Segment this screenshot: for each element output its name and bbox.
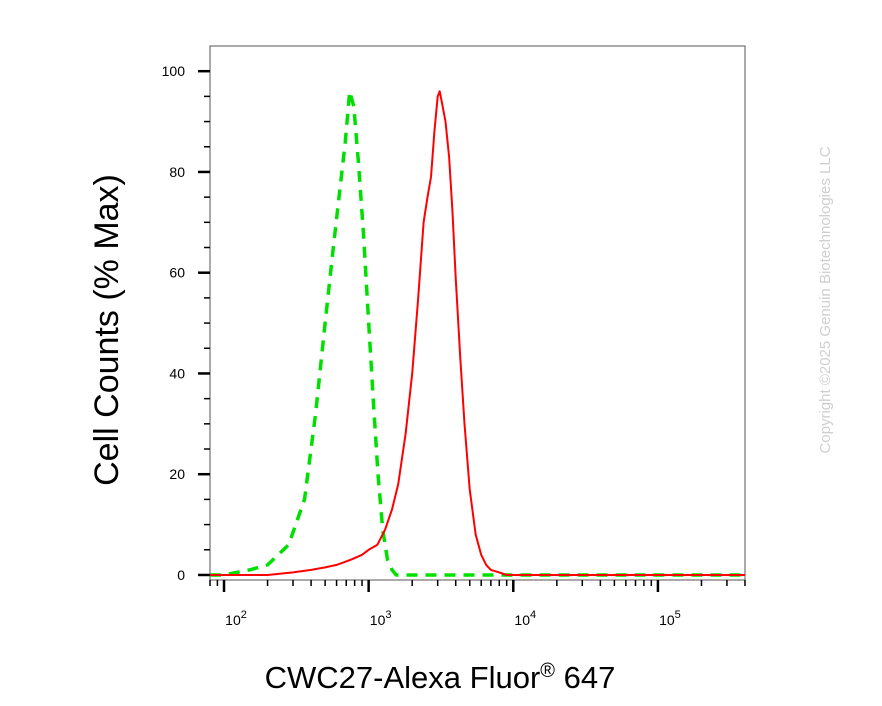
y-tick-label: 0 [177,567,185,583]
y-axis-title: Cell Counts (% Max) [88,174,126,486]
plot-area [209,45,746,581]
y-tick-label: 100 [162,63,186,79]
x-tick-base: 10 [225,612,241,628]
x-tick-label: 105 [659,609,681,628]
x-tick-base: 10 [514,612,530,628]
x-tick-base: 10 [659,612,675,628]
x-axis: 102 103 104 105 [209,580,746,628]
series-line-1 [210,90,745,576]
x-axis-title-suffix: 647 [555,660,615,695]
x-tick-exponent: 5 [675,609,681,621]
x-axis-title-mark: ® [540,660,555,682]
y-tick-label: 40 [169,365,185,381]
x-tick-label: 102 [225,609,247,628]
series-line-0 [210,89,745,577]
x-tick-exponent: 2 [241,609,247,621]
y-tick-label: 60 [169,265,185,281]
x-axis-title-main: CWC27-Alexa Fluor [265,660,541,695]
copyright-watermark: Copyright ©2025 Genuin Biotechnologies L… [817,146,834,453]
x-tick-label: 103 [370,609,392,628]
x-axis-title: CWC27-Alexa Fluor® 647 [265,660,616,695]
x-tick-exponent: 4 [530,609,536,621]
x-tick-label: 104 [514,609,536,628]
plot-frame [209,45,746,581]
y-tick-label: 20 [169,466,185,482]
series-layer [210,89,745,577]
x-tick-base: 10 [370,612,386,628]
x-tick-exponent: 3 [385,609,391,621]
y-tick-label: 80 [169,164,185,180]
y-axis: 0 20 40 60 80 100 [162,63,210,583]
